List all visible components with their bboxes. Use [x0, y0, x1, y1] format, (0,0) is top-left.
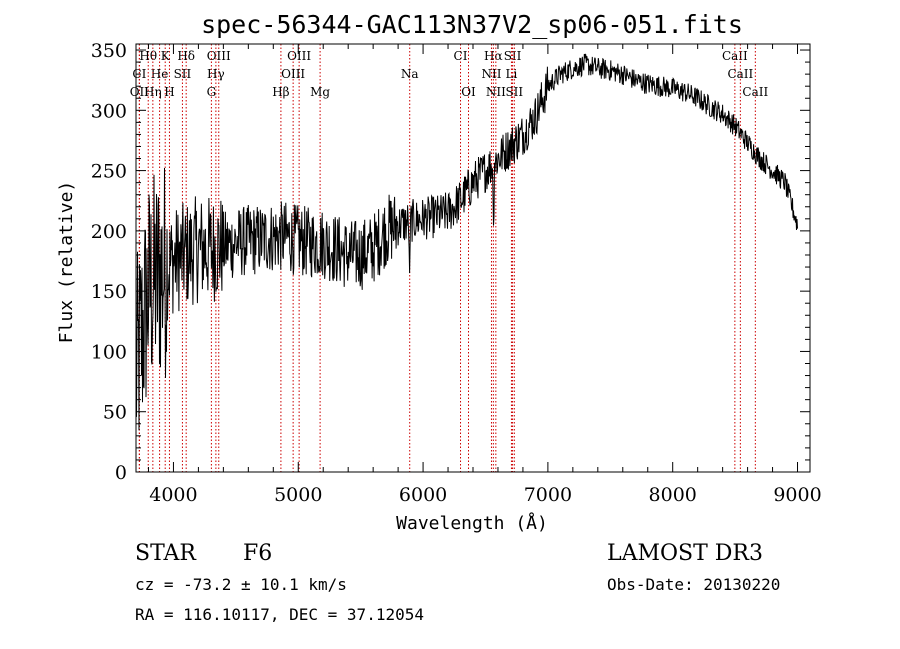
x-tick-label: 6000: [399, 484, 447, 506]
y-tick-label: 350: [91, 40, 127, 62]
spectral-line-label: CaII: [722, 49, 748, 63]
coordinates-readout: RA = 116.10117, DEC = 37.12054: [135, 605, 424, 624]
y-tick-label: 100: [91, 341, 127, 363]
spectral-line-label: H: [164, 85, 174, 99]
y-tick-label: 150: [91, 281, 127, 303]
spectral-line-label: SII: [504, 49, 522, 63]
y-tick-label: 50: [103, 402, 127, 424]
x-tick-label: 4000: [149, 484, 197, 506]
y-tick-label: 200: [91, 221, 127, 243]
spectral-line-label: G: [207, 85, 217, 99]
chart-title: spec-56344-GAC113N37V2_sp06-051.fits: [201, 10, 743, 39]
spectral-line-label: K: [161, 49, 171, 63]
x-axis-label: Wavelength (Å): [396, 512, 548, 534]
spectral-line-label: Mg: [310, 85, 330, 99]
y-tick-label: 300: [91, 100, 127, 122]
spectral-line-label: NII: [486, 85, 506, 99]
spectral-line-label: Hη: [144, 85, 162, 99]
x-tick-label: 9000: [773, 484, 821, 506]
spectrum-trace: [135, 53, 798, 431]
spectral-line-label: Na: [401, 67, 419, 81]
y-tick-label: 0: [115, 462, 127, 484]
redshift-readout: cz = -73.2 ± 10.1 km/s: [135, 575, 347, 594]
x-tick-label: 8000: [649, 484, 697, 506]
x-tick-label: 5000: [274, 484, 322, 506]
spectral-line-markers: HθKHδOIIIOIIICIHαSIICaIICIHeSIIHγOIIINaN…: [130, 44, 768, 472]
spectral-line-label: OI: [461, 85, 476, 99]
spectral-line-label: Li: [506, 67, 518, 81]
spectral-line-label: He: [151, 67, 169, 81]
spectral-line-label: SII: [174, 67, 192, 81]
spectral-line-label: SII: [505, 85, 523, 99]
spectral-line-label: Hθ: [139, 49, 157, 63]
y-tick-label: 250: [91, 161, 127, 183]
y-axis: 0 50 100 150 200 250 300 350: [91, 40, 810, 484]
spectral-line-label: OII: [130, 85, 150, 99]
y-axis-label: Flux (relative): [56, 181, 77, 344]
spectral-line-label: NII: [481, 67, 501, 81]
obs-date: Obs-Date: 20130220: [607, 575, 780, 594]
spectrum-line: [135, 53, 798, 431]
spectral-line-label: CaII: [727, 67, 753, 81]
x-tick-label: 7000: [524, 484, 572, 506]
spectral-line-label: OIII: [207, 49, 231, 63]
spectral-line-label: CI: [454, 49, 468, 63]
object-class: STAR: [135, 541, 197, 566]
spectral-line-label: Hδ: [177, 49, 195, 63]
spectral-line-label: Hγ: [207, 67, 225, 81]
spectral-line-label: Hβ: [272, 85, 289, 99]
spectral-line-label: Hα: [484, 49, 503, 63]
x-axis: 4000 5000 6000 7000 8000 9000: [147, 44, 822, 506]
object-subclass: F6: [243, 541, 272, 566]
spectral-line-label: OIII: [287, 49, 311, 63]
survey-name: LAMOST DR3: [607, 541, 763, 566]
spectral-line-label: CaII: [742, 85, 768, 99]
spectral-line-label: OIII: [281, 67, 305, 81]
